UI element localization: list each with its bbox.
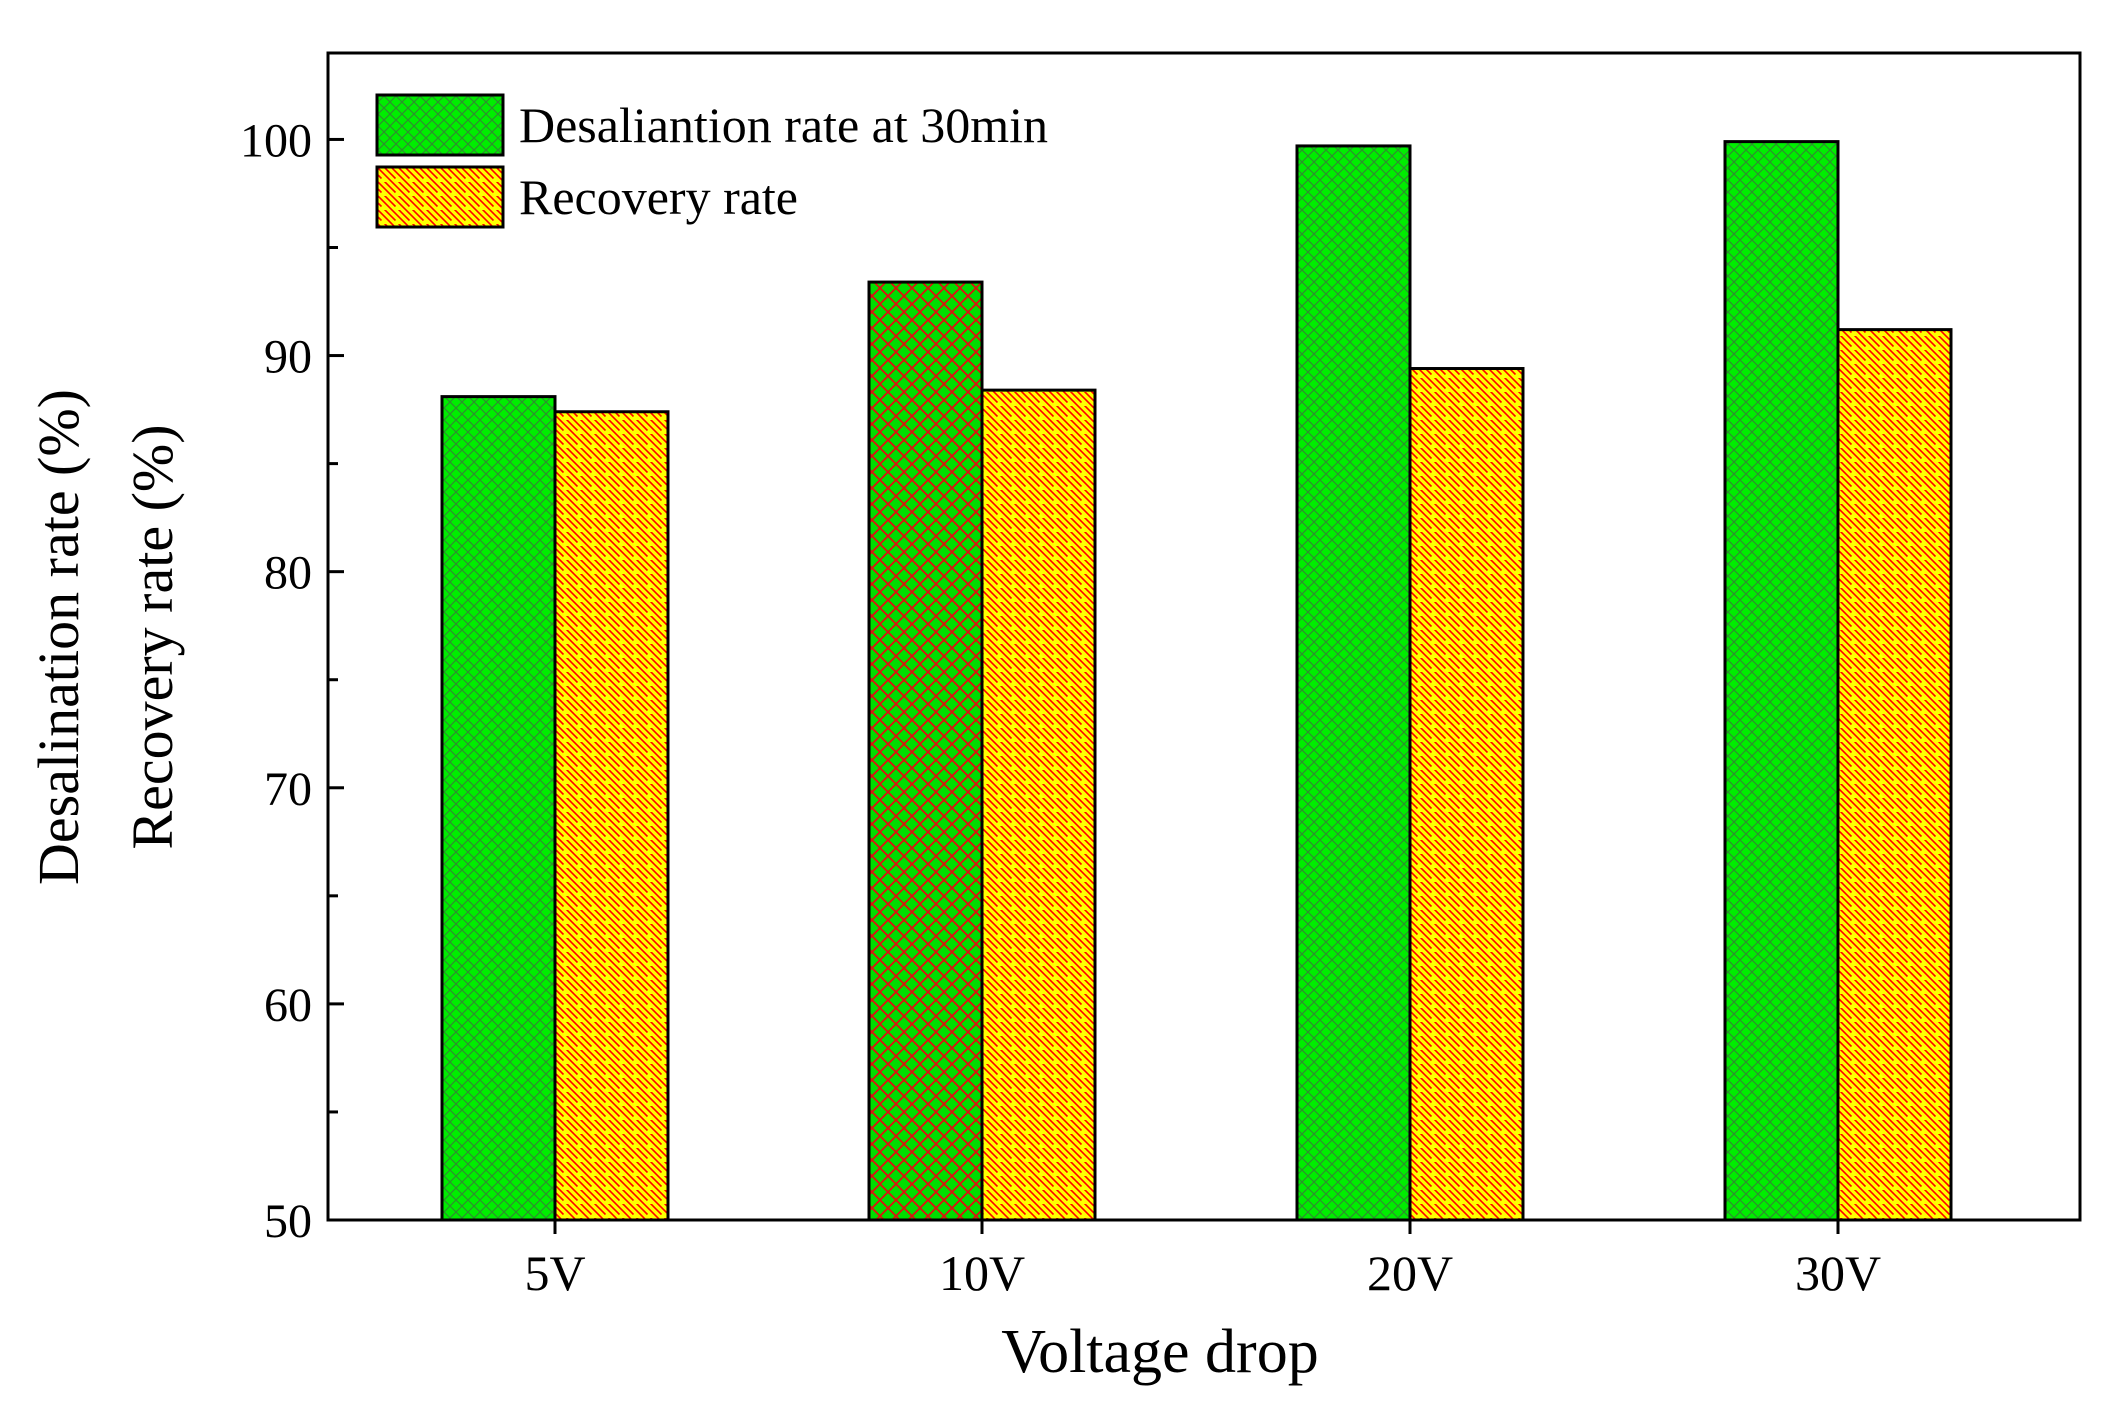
y-tick-label: 90 <box>264 331 312 384</box>
y-tick-label: 100 <box>240 114 312 167</box>
legend-label-recovery: Recovery rate <box>519 169 798 225</box>
y-tick-label: 70 <box>264 763 312 816</box>
plot-frame <box>326 51 2082 1222</box>
bar-recovery-5v <box>553 410 670 1222</box>
x-axis: 5V 10V 20V 30V <box>524 1220 1881 1301</box>
bar-desalination-20v <box>1295 144 1412 1222</box>
bar-desalination-10v <box>867 280 984 1222</box>
bar-recovery-20v <box>1408 367 1525 1222</box>
x-tick-label-10v: 10V <box>939 1245 1025 1301</box>
y-tick-label: 80 <box>264 547 312 600</box>
legend: Desaliantion rate at 30min Recovery rate <box>375 93 1048 229</box>
legend-swatch-desalination <box>375 93 505 157</box>
y-axis: 50 60 70 80 90 100 <box>240 114 344 1248</box>
y-tick-label: 50 <box>264 1195 312 1248</box>
x-tick-label-5v: 5V <box>524 1245 585 1301</box>
bar-recovery-30v <box>1836 328 1953 1222</box>
y-axis-title-line2: Recovery rate (%) <box>120 424 185 849</box>
y-tick-label: 60 <box>264 979 312 1032</box>
bar-recovery-10v <box>980 388 1097 1222</box>
y-axis-title-line1: Desalination rate (%) <box>26 389 91 885</box>
x-tick-label-30v: 30V <box>1795 1245 1881 1301</box>
x-tick-label-20v: 20V <box>1367 1245 1453 1301</box>
bars-group <box>440 140 1953 1222</box>
legend-label-desalination: Desaliantion rate at 30min <box>519 97 1048 153</box>
legend-swatch-recovery <box>375 165 505 229</box>
x-axis-title: Voltage drop <box>1001 1318 1318 1386</box>
bar-desalination-5v <box>440 395 557 1222</box>
bar-desalination-30v <box>1723 140 1840 1222</box>
